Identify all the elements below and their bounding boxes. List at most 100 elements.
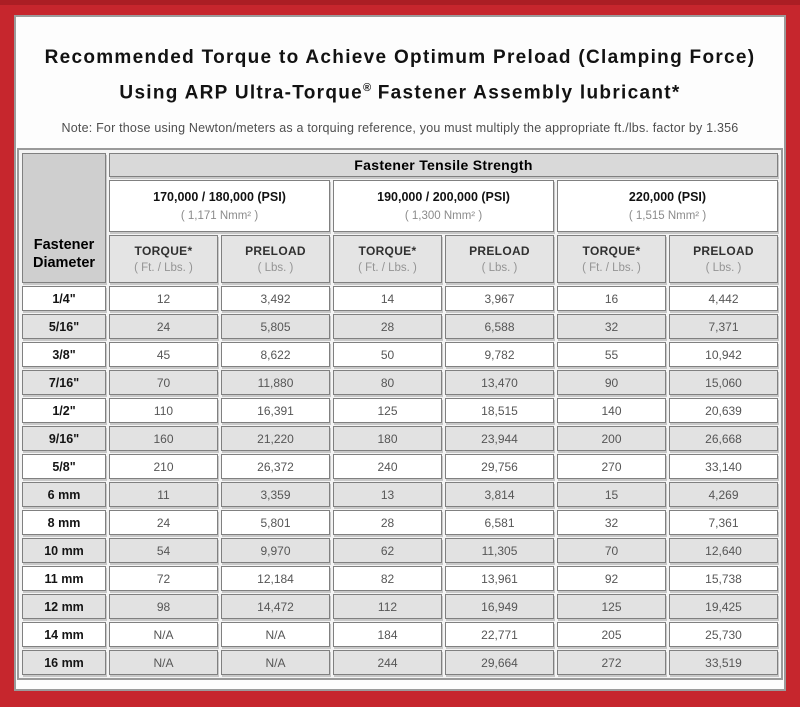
diameter-cell: 12 mm [22, 594, 106, 620]
preload-value-cell: 13,961 [445, 566, 554, 592]
diameter-cell: 10 mm [22, 538, 106, 564]
torque-preload-subheader-row: TORQUE* ( Ft. / Lbs. ) PRELOAD ( Lbs. ) … [22, 235, 778, 284]
torque-value-cell: 32 [557, 314, 666, 340]
torque-value-cell: 28 [333, 510, 442, 536]
preload-value-cell: 15,738 [669, 566, 778, 592]
preload-value-cell: 10,942 [669, 342, 778, 368]
torque-value-cell: 50 [333, 342, 442, 368]
preload-value-cell: 11,305 [445, 538, 554, 564]
torque-value-cell: 54 [109, 538, 218, 564]
torque-value-cell: 55 [557, 342, 666, 368]
psi-value: 190,000 / 200,000 (PSI) [377, 190, 510, 205]
preload-value-cell: 19,425 [669, 594, 778, 620]
torque-label: TORQUE* [134, 244, 193, 259]
torque-value-cell: 72 [109, 566, 218, 592]
preload-value-cell: 5,805 [221, 314, 330, 340]
preload-value-cell: 11,880 [221, 370, 330, 396]
diameter-cell: 1/2" [22, 398, 106, 424]
torque-value-cell: 125 [333, 398, 442, 424]
torque-value-cell: 98 [109, 594, 218, 620]
preload-value-cell: 21,220 [221, 426, 330, 452]
tensile-strength-header: Fastener Tensile Strength [109, 153, 778, 178]
preload-label: PRELOAD [693, 244, 754, 259]
preload-value-cell: 29,664 [445, 650, 554, 676]
preload-value-cell: 3,492 [221, 286, 330, 312]
torque-value-cell: 110 [109, 398, 218, 424]
table-row: 14 mm N/A N/A 184 22,771 205 25,730 [22, 622, 778, 648]
preload-value-cell: 9,970 [221, 538, 330, 564]
torque-value-cell: 200 [557, 426, 666, 452]
preload-value-cell: 18,515 [445, 398, 554, 424]
nmm-value: ( 1,171 Nmm² ) [180, 210, 259, 223]
torque-value-cell: 14 [333, 286, 442, 312]
preload-unit: ( Lbs. ) [481, 262, 518, 275]
torque-value-cell: 90 [557, 370, 666, 396]
torque-value-cell: 80 [333, 370, 442, 396]
preload-value-cell: 12,184 [221, 566, 330, 592]
preload-value-cell: 4,442 [669, 286, 778, 312]
preload-subheader-3: PRELOAD ( Lbs. ) [669, 235, 778, 284]
preload-value-cell: 29,756 [445, 454, 554, 480]
frame-top-strip [0, 0, 800, 5]
psi-header-170-180: 170,000 / 180,000 (PSI) ( 1,171 Nmm² ) [109, 180, 330, 233]
preload-label: PRELOAD [245, 244, 306, 259]
diameter-cell: 8 mm [22, 510, 106, 536]
preload-value-cell: 23,944 [445, 426, 554, 452]
preload-value-cell: 20,639 [669, 398, 778, 424]
torque-table-body: 1/4" 12 3,492 14 3,967 16 4,442 5/16" 24… [22, 286, 778, 676]
preload-value-cell: 3,814 [445, 482, 554, 508]
preload-value-cell: 13,470 [445, 370, 554, 396]
preload-value-cell: 22,771 [445, 622, 554, 648]
preload-value-cell: 6,588 [445, 314, 554, 340]
torque-unit: ( Ft. / Lbs. ) [582, 262, 641, 275]
table-row: 6 mm 11 3,359 13 3,814 15 4,269 [22, 482, 778, 508]
preload-value-cell: N/A [221, 650, 330, 676]
torque-value-cell: 11 [109, 482, 218, 508]
preload-value-cell: 33,519 [669, 650, 778, 676]
torque-value-cell: N/A [109, 622, 218, 648]
torque-value-cell: 180 [333, 426, 442, 452]
torque-value-cell: 112 [333, 594, 442, 620]
torque-subheader-2: TORQUE* ( Ft. / Lbs. ) [333, 235, 442, 284]
torque-value-cell: 272 [557, 650, 666, 676]
torque-value-cell: 24 [109, 510, 218, 536]
diameter-cell: 3/8" [22, 342, 106, 368]
torque-value-cell: 92 [557, 566, 666, 592]
table-row: 5/8" 210 26,372 240 29,756 270 33,140 [22, 454, 778, 480]
torque-value-cell: 160 [109, 426, 218, 452]
torque-value-cell: 12 [109, 286, 218, 312]
preload-value-cell: 26,668 [669, 426, 778, 452]
torque-unit: ( Ft. / Lbs. ) [134, 262, 193, 275]
preload-value-cell: 33,140 [669, 454, 778, 480]
torque-value-cell: 70 [109, 370, 218, 396]
preload-value-cell: 3,967 [445, 286, 554, 312]
torque-value-cell: 28 [333, 314, 442, 340]
psi-rating-row: 170,000 / 180,000 (PSI) ( 1,171 Nmm² ) 1… [22, 180, 778, 233]
preload-value-cell: 25,730 [669, 622, 778, 648]
table-row: 7/16" 70 11,880 80 13,470 90 15,060 [22, 370, 778, 396]
torque-subheader-3: TORQUE* ( Ft. / Lbs. ) [557, 235, 666, 284]
title-block: Recommended Torque to Achieve Optimum Pr… [16, 17, 784, 135]
table-row: 11 mm 72 12,184 82 13,961 92 15,738 [22, 566, 778, 592]
torque-value-cell: 125 [557, 594, 666, 620]
page-title-line1: Recommended Torque to Achieve Optimum Pr… [44, 47, 756, 68]
table-row: 1/4" 12 3,492 14 3,967 16 4,442 [22, 286, 778, 312]
table-row: 3/8" 45 8,622 50 9,782 55 10,942 [22, 342, 778, 368]
diameter-cell: 5/8" [22, 454, 106, 480]
psi-value: 220,000 (PSI) [628, 190, 707, 205]
torque-table: Fastener Diameter Fastener Tensile Stren… [17, 148, 783, 681]
torque-value-cell: 205 [557, 622, 666, 648]
preload-value-cell: 15,060 [669, 370, 778, 396]
preload-value-cell: 7,371 [669, 314, 778, 340]
diameter-cell: 6 mm [22, 482, 106, 508]
psi-header-190-200: 190,000 / 200,000 (PSI) ( 1,300 Nmm² ) [333, 180, 554, 233]
torque-value-cell: 184 [333, 622, 442, 648]
title-line2-prefix: Using ARP Ultra-Torque [119, 82, 364, 104]
table-row: 8 mm 24 5,801 28 6,581 32 7,361 [22, 510, 778, 536]
tensile-strength-row: Fastener Diameter Fastener Tensile Stren… [22, 153, 778, 284]
torque-label: TORQUE* [358, 244, 417, 259]
torque-value-cell: N/A [109, 650, 218, 676]
table-row: 16 mm N/A N/A 244 29,664 272 33,519 [22, 650, 778, 676]
preload-value-cell: 5,801 [221, 510, 330, 536]
preload-subheader-1: PRELOAD ( Lbs. ) [221, 235, 330, 284]
